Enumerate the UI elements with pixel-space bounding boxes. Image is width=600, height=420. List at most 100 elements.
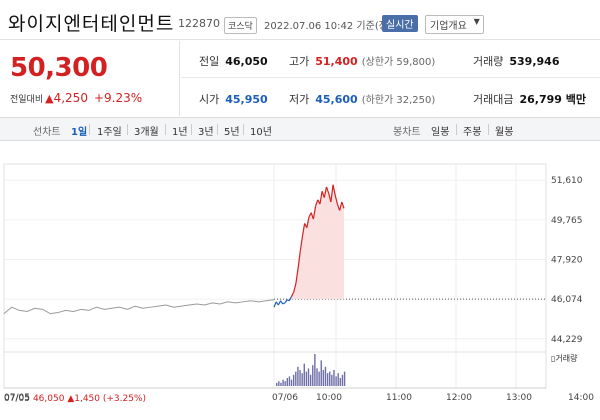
period-1y[interactable]: 1년 [172,127,188,138]
divider [191,124,192,135]
quote-value: 45,950 [225,93,268,106]
quote-row: 전일 46,050 고가 51,400 (상한가 59,800) 거래량 539,946 [181,41,600,78]
today-series-segment [280,300,284,305]
y-tick-label: 44,229 [551,335,583,345]
x-tick-label: 07/06 [272,393,298,403]
today-series-segment [277,300,282,306]
volume-bar [292,374,295,386]
quote-volume: 거래량 539,946 [473,53,559,69]
volume-bar [318,371,320,386]
volume-bar [305,371,308,386]
x-tick-label: 13:00 [506,393,532,403]
plot-frame [3,163,547,389]
quote-label: 저가 [289,93,310,106]
volume-bar [290,379,293,386]
lower-limit: (하한가 32,250) [361,95,436,106]
today-series-segment [286,299,290,302]
volume-bar [322,370,325,386]
change-label: 전일대비 [10,95,44,105]
price-change: 전일대비 ▲4,250 +9.23% [10,91,142,105]
today-series-segment [293,283,297,293]
today-series-segment [301,223,306,237]
up-arrow-icon: ▲ [67,394,75,404]
divider [127,124,128,135]
y-tick-label: 51,610 [551,176,583,186]
quote-timestamp: 2022.07.06 10:42 기준(장중) [264,21,402,32]
prev-day-summary: 07/05 46,050 ▲1,450 (+3.25%) [4,394,146,404]
divider [89,124,90,135]
line-chart-label: 선차트 [33,127,61,138]
period-10y[interactable]: 10년 [250,127,272,138]
prev-day-series-line [3,299,275,315]
realtime-button[interactable]: 실시간 [382,15,418,32]
volume-bar [278,381,280,386]
volume-bar [301,373,303,386]
prev-day-change-pct: (+3.25%) [102,394,147,404]
period-weekly-candle[interactable]: 주봉 [463,127,482,138]
quote-label: 거래대금 [473,93,514,106]
quote-prev-close: 전일 46,050 [199,53,268,69]
volume-bar [333,370,335,386]
intraday-chart[interactable]: 51,610 49,765 47,920 46,074 44,229 ▯거래량 07/05 0… [0,150,600,420]
market-badge: 코스닥 [224,17,257,34]
x-tick-label: 12:00 [446,393,472,403]
today-series-segment [334,195,339,205]
divider [243,124,244,135]
volume-bar [307,368,310,386]
quote-value: 539,946 [509,55,560,68]
period-1d[interactable]: 1일 [71,127,88,138]
quote-value: 46,050 [225,55,268,68]
today-series-segment [330,184,334,203]
divider [488,124,489,135]
volume-bar [326,373,329,386]
volume-bar [312,365,314,386]
volume-bar [303,363,305,386]
today-series-segment [282,302,286,305]
up-arrow-icon: ▲ [45,92,54,105]
quote-low: 저가 45,600 (하한가 32,250) [289,91,435,107]
prev-day-date: 07/05 [4,394,30,404]
period-1w[interactable]: 1주일 [97,127,122,138]
quote-value: 51,400 [315,55,358,68]
today-series-segment [288,296,293,302]
today-series-segment [325,186,330,194]
price-summary: 50,300 전일대비 ▲4,250 +9.23% [0,41,180,116]
period-monthly-candle[interactable]: 월봉 [495,127,514,138]
volume-axis-label: ▯거래량 [551,353,578,363]
today-series-segment [323,186,328,198]
today-series-segment [299,236,304,252]
divider [456,124,457,135]
x-tick-label: 14:00 [568,393,594,403]
today-series-segment [297,251,301,269]
company-info-select-value: 기업개요 [430,21,467,32]
period-3y[interactable]: 3년 [198,127,214,138]
period-daily-candle[interactable]: 일봉 [431,127,450,138]
period-3m[interactable]: 3개월 [134,127,159,138]
divider [165,124,166,135]
candle-chart-label: 봉차트 [393,127,421,138]
period-5y[interactable]: 5년 [224,127,240,138]
stock-header: 와이지엔터테인먼트 122870 코스닥 2022.07.06 10:42 기준… [0,0,600,40]
stock-name: 와이지엔터테인먼트 [8,13,175,35]
quote-high: 고가 51,400 (상한가 59,800) [289,53,435,69]
volume-bar [297,366,299,386]
prev-day-close: 46,050 [32,394,65,404]
today-series-segment [319,191,323,205]
today-series-segment [295,268,299,284]
today-series-segment [273,301,277,308]
chart-toolbar: 선차트 1일 1주일 3개월 1년 3년 5년 10년 봉차트 일봉 주봉 월봉 [0,117,600,141]
today-series-segment [336,203,341,211]
volume-bar [329,371,331,386]
volume-bar [280,382,282,386]
quote-label: 시가 [199,93,220,106]
company-info-select[interactable]: 기업개요 ▼ [425,15,484,34]
stock-code: 122870 [178,17,220,30]
volume-bar [309,374,312,386]
volume-bar [343,371,346,386]
y-tick-label: 46,074 [551,295,583,305]
quote-value: 45,600 [315,93,358,106]
volume-bar [316,368,318,386]
today-series-segment [306,216,310,228]
x-tick-label: 10:00 [316,393,342,403]
x-tick-label: 07/05 [4,393,30,403]
